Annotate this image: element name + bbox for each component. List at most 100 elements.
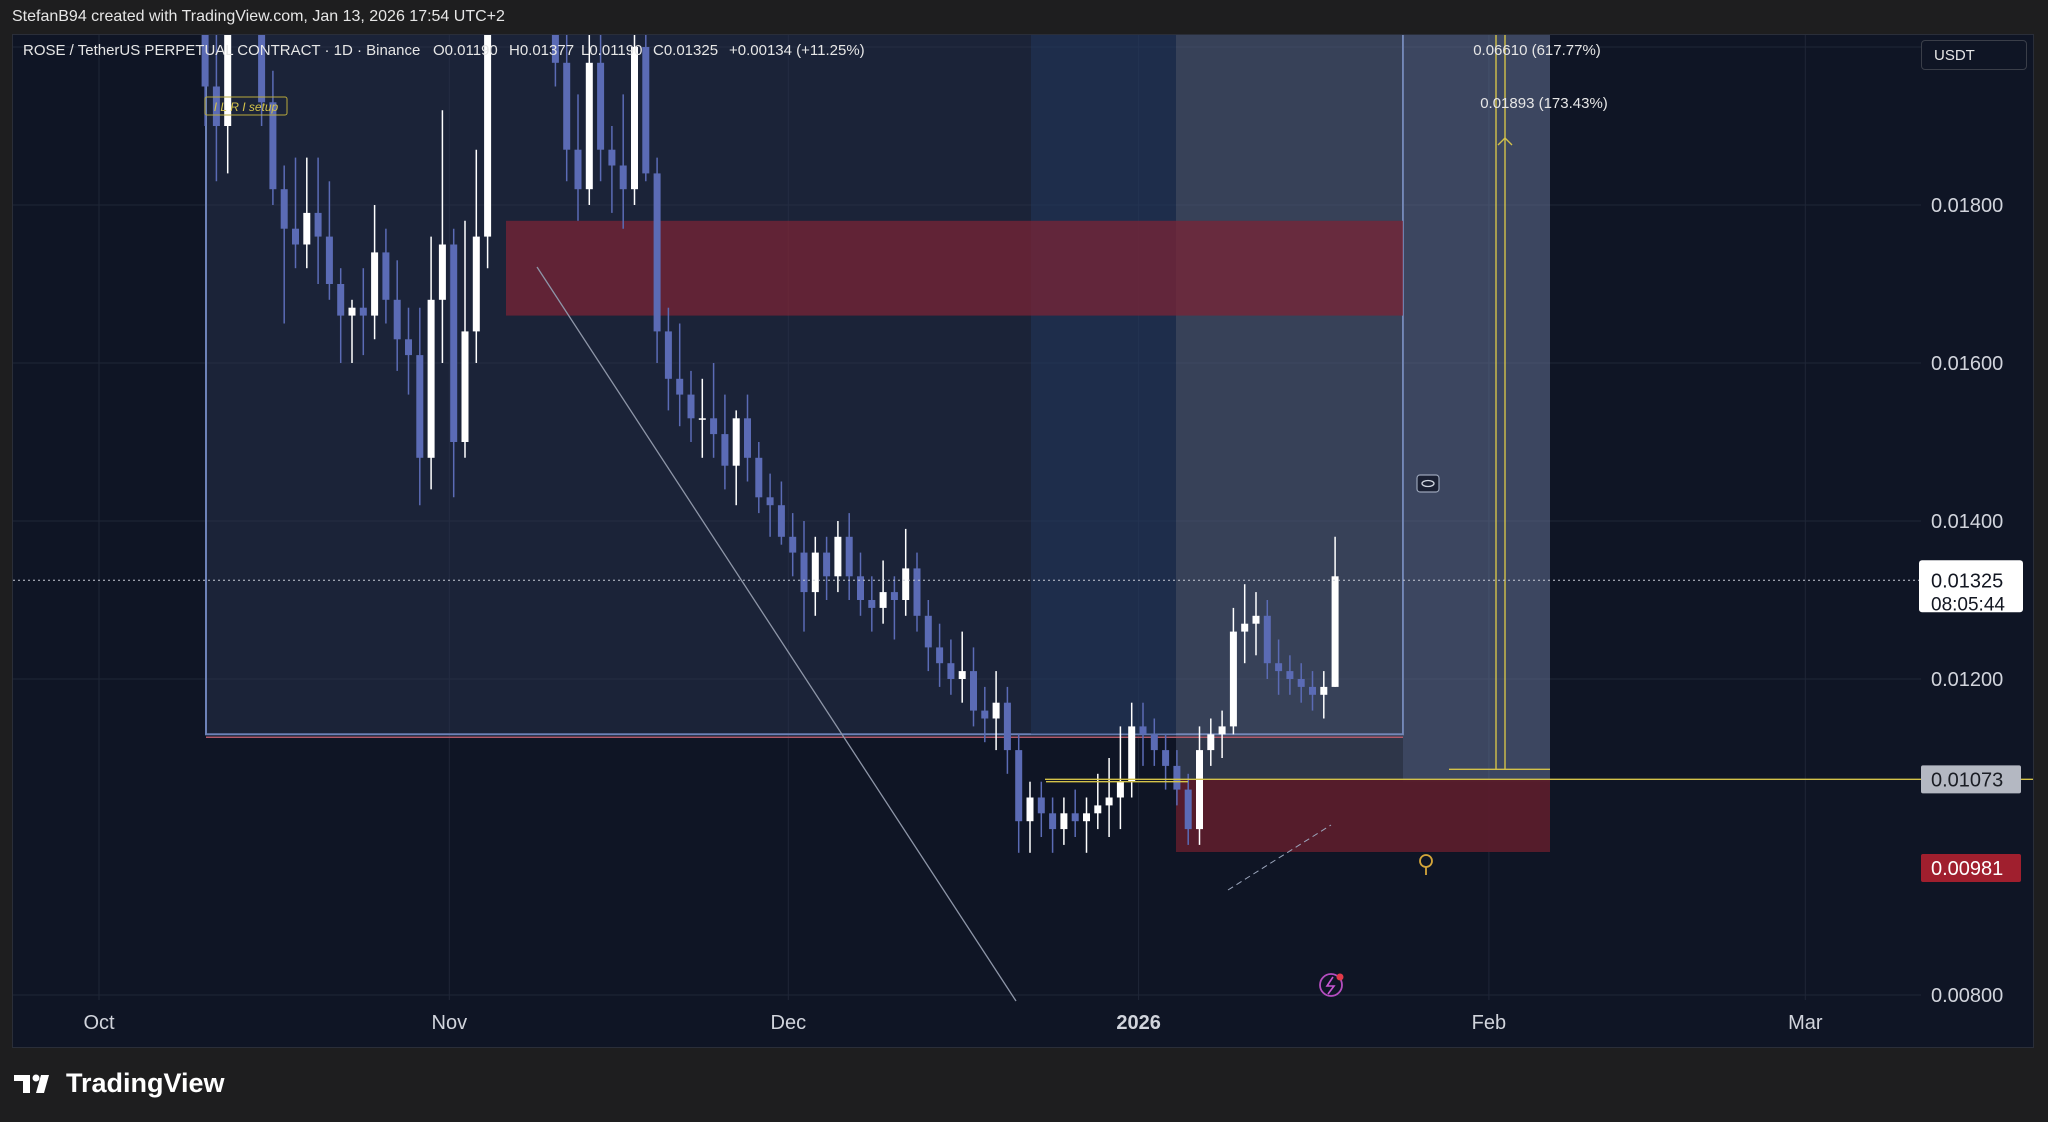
candle-body	[325, 236, 333, 284]
x-tick-label: Mar	[1788, 1012, 1823, 1034]
candles-layer	[201, 35, 1339, 853]
candle-body	[631, 47, 638, 190]
candle-body	[698, 418, 706, 420]
y-tick-label: 0.00800	[1931, 985, 2003, 1007]
candle-body	[1309, 686, 1316, 695]
currency-button[interactable]: USDT	[1921, 40, 2027, 70]
candle-body	[958, 671, 966, 679]
candle-body	[280, 189, 288, 229]
candle-body	[201, 35, 209, 87]
price-chart[interactable]: 0.06610 (617.77%) 0.01893 (173.43%) I L R …	[13, 35, 2033, 1047]
candle-body	[1229, 631, 1237, 727]
y-tick-label: 0.01600	[1931, 353, 2003, 375]
candle-body	[461, 331, 469, 442]
candle-body	[416, 355, 424, 458]
last-price-label-bg	[1919, 560, 2023, 613]
drawings-layer	[205, 35, 1550, 1002]
brand-name: TradingView	[66, 1068, 225, 1098]
candle-body	[777, 505, 785, 537]
candle-body	[597, 62, 605, 150]
legend-open: O0.01190	[433, 42, 498, 59]
projection-shade	[1176, 35, 1550, 853]
lightning-bolt	[1325, 976, 1336, 995]
candle-body	[890, 592, 898, 600]
trend-line	[536, 266, 1017, 1002]
candle-body	[382, 252, 390, 300]
chart-caption: StefanB94 created with TradingView.com, …	[12, 8, 505, 25]
candle-body	[845, 536, 853, 577]
legend-close: C0.01325	[653, 42, 718, 59]
candle-body	[868, 600, 876, 608]
candle-body	[1218, 726, 1226, 735]
candle-body	[1286, 671, 1294, 679]
candle-body	[902, 568, 910, 600]
candle-body	[314, 212, 322, 237]
candle-body	[1128, 726, 1136, 782]
countdown-label: 08:05:44	[1931, 594, 2005, 615]
measure-label-1: 0.06610 (617.77%)	[1473, 42, 1601, 59]
candle-body	[800, 552, 808, 593]
candle-body	[393, 299, 401, 340]
candle-body	[1026, 797, 1034, 822]
candle-body	[303, 212, 311, 245]
candle-body	[992, 702, 1000, 719]
candle-body	[1150, 734, 1158, 751]
candle-body	[608, 149, 616, 166]
candle-body	[755, 457, 763, 498]
candle-body	[619, 165, 627, 190]
entry-price-label-bg	[1921, 765, 2021, 794]
tradingview-logo[interactable]: TradingView	[14, 1068, 225, 1099]
candle-body	[438, 244, 446, 300]
candle-body	[484, 35, 492, 237]
x-tick-label: Nov	[432, 1012, 468, 1034]
candle-body	[1263, 615, 1271, 664]
candle-body	[1049, 813, 1057, 830]
measure-label-2: 0.01893 (173.43%)	[1480, 95, 1608, 112]
candle-body	[879, 592, 887, 608]
candle-body	[642, 47, 650, 174]
visibility-icon	[1416, 474, 1440, 493]
x-tick-label: 2026	[1116, 1012, 1161, 1034]
candle-body	[224, 35, 232, 126]
candle-body	[947, 663, 955, 679]
x-tick-label: Oct	[83, 1012, 115, 1034]
candle-body	[1173, 765, 1181, 790]
candle-body	[1139, 726, 1147, 735]
y-tick-label: 0.01400	[1931, 511, 2003, 533]
legend-high: H0.01377	[509, 42, 574, 59]
candle-body	[789, 536, 797, 553]
eye-icon	[1421, 479, 1435, 488]
candle-body	[450, 244, 458, 442]
candle-body	[427, 299, 435, 458]
y-tick-label: 0.01800	[1931, 195, 2003, 217]
legend-symbol: ROSE / TetherUS PERPETUAL CONTRACT · 1D …	[23, 42, 420, 59]
candle-body	[585, 62, 593, 190]
entry-price-label: 0.01073	[1931, 769, 2003, 791]
candle-body	[811, 552, 819, 593]
candle-body	[653, 173, 661, 332]
candle-body	[936, 647, 944, 664]
stop-price-label: 0.00981	[1931, 858, 2003, 880]
candle-body	[258, 35, 266, 103]
projection-dashed-line	[1227, 824, 1332, 891]
candle-body	[563, 62, 571, 150]
candle-body	[823, 552, 831, 577]
candle-body	[1094, 805, 1102, 814]
candle-body	[1331, 576, 1339, 687]
candle-body	[1083, 813, 1090, 822]
candle-body	[1275, 663, 1283, 672]
candle-body	[1184, 789, 1192, 830]
candle-body	[1297, 679, 1305, 687]
candle-body	[766, 497, 774, 506]
lightning-icon	[1319, 973, 1343, 997]
y-tick-label: 0.01200	[1931, 669, 2003, 691]
candle-body	[359, 307, 367, 316]
setup-label: I L R I setup	[214, 100, 279, 114]
candle-body	[1037, 797, 1045, 814]
candle-body	[371, 252, 379, 316]
chart-frame[interactable]: 0.06610 (617.77%) 0.01893 (173.43%) I L R …	[12, 34, 2034, 1048]
candle-body	[664, 331, 672, 379]
x-tick-label: Dec	[771, 1012, 807, 1034]
candle-body	[269, 102, 277, 190]
candle-body	[1196, 750, 1203, 830]
